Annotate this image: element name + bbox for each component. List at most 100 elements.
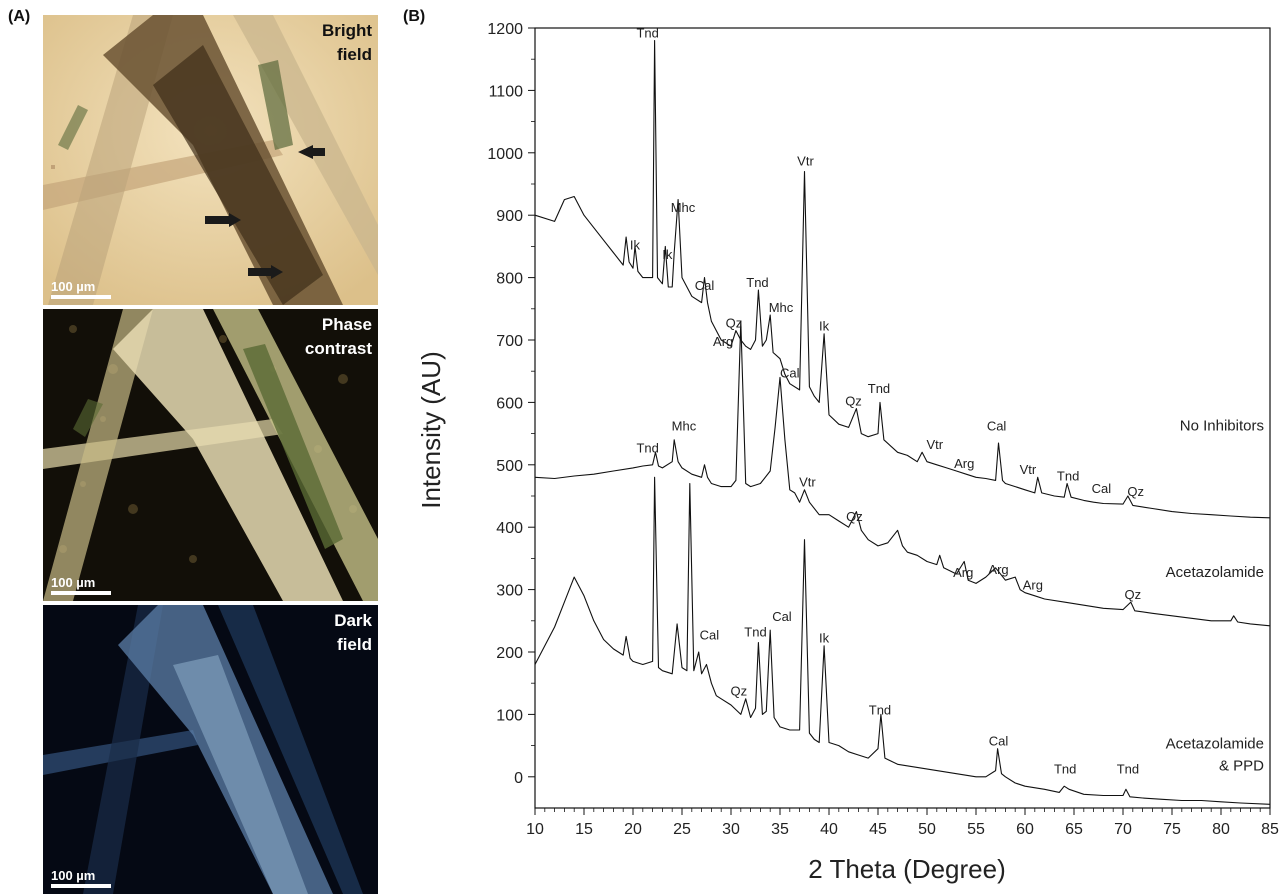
peak-label: Cal bbox=[772, 609, 792, 624]
y-tick-label: 400 bbox=[496, 520, 523, 537]
arrow-right-icon bbox=[248, 265, 283, 279]
peak-label: Cal bbox=[780, 365, 800, 380]
label-line1: Phase bbox=[321, 315, 372, 334]
scale-bar-line bbox=[51, 591, 111, 595]
x-tick-label: 70 bbox=[1114, 821, 1132, 838]
x-tick-label: 20 bbox=[624, 821, 642, 838]
series-line-1 bbox=[534, 320, 1271, 627]
peak-label: Arg bbox=[713, 334, 733, 349]
x-tick-label: 35 bbox=[771, 821, 789, 838]
peak-label: Vtr bbox=[927, 437, 944, 452]
x-axis-label: 2 Theta (Degree) bbox=[808, 854, 1006, 884]
peak-label: Arg bbox=[953, 565, 973, 580]
x-tick-label: 10 bbox=[526, 821, 544, 838]
x-tick-label: 50 bbox=[918, 821, 936, 838]
peak-label: Vtr bbox=[797, 153, 814, 168]
peak-label: Qz bbox=[731, 684, 748, 699]
scale-bar-line bbox=[51, 884, 111, 888]
x-tick-label: 15 bbox=[575, 821, 593, 838]
scale-bar: 100 µm bbox=[51, 868, 111, 888]
micrograph-phase-contrast: Phase contrast 100 µm bbox=[43, 309, 378, 601]
bright-field-label: Bright field bbox=[322, 19, 372, 67]
series-line-0 bbox=[534, 39, 1271, 519]
scale-bar: 100 µm bbox=[51, 279, 111, 299]
y-tick-label: 0 bbox=[514, 770, 523, 787]
peak-label: Tnd bbox=[868, 381, 890, 396]
micrograph-dark-field: Dark field 100 µm bbox=[43, 605, 378, 894]
x-tick-label: 45 bbox=[869, 821, 887, 838]
y-tick-label: 1200 bbox=[487, 21, 523, 38]
peak-label: Ik bbox=[662, 247, 673, 262]
peak-label: Mhc bbox=[672, 418, 697, 433]
peak-label: Qz bbox=[845, 394, 862, 409]
peak-label: Vtr bbox=[1020, 462, 1037, 477]
peak-label: Arg bbox=[1023, 578, 1043, 593]
x-tick-label: 65 bbox=[1065, 821, 1083, 838]
phase-contrast-label: Phase contrast bbox=[305, 313, 372, 361]
label-line1: Bright bbox=[321, 21, 372, 40]
y-axis-label: Intensity (AU) bbox=[420, 351, 446, 509]
peak-label: Ik bbox=[819, 319, 830, 334]
series-label: Acetazolamide bbox=[1166, 736, 1264, 753]
x-tick-label: 40 bbox=[820, 821, 838, 838]
scale-bar: 100 µm bbox=[51, 575, 111, 595]
label-line2: contrast bbox=[304, 339, 372, 358]
series-label: Acetazolamide bbox=[1166, 564, 1264, 581]
y-tick-label: 300 bbox=[496, 583, 523, 600]
dark-field-label: Dark field bbox=[334, 609, 372, 657]
y-tick-label: 200 bbox=[496, 645, 523, 662]
scale-bar-label: 100 µm bbox=[51, 279, 96, 294]
peak-label: Cal bbox=[695, 278, 715, 293]
y-tick-label: 1000 bbox=[487, 146, 523, 163]
peak-label: Mhc bbox=[769, 300, 794, 315]
series-label: & PPD bbox=[1219, 758, 1264, 775]
peak-label: Qz bbox=[1127, 484, 1144, 499]
peak-label: Cal bbox=[1092, 481, 1112, 496]
peak-label: Qz bbox=[846, 509, 863, 524]
x-tick-label: 80 bbox=[1212, 821, 1230, 838]
label-line2: field bbox=[337, 45, 372, 64]
x-tick-label: 25 bbox=[673, 821, 691, 838]
peak-label: Arg bbox=[988, 562, 1008, 577]
peak-label: Cal bbox=[700, 628, 720, 643]
y-tick-label: 600 bbox=[496, 395, 523, 412]
label-line1: Dark bbox=[334, 611, 372, 630]
peak-label: Ik bbox=[819, 631, 830, 646]
series-line-2 bbox=[534, 476, 1271, 805]
x-tick-label: 85 bbox=[1261, 821, 1279, 838]
y-tick-label: 900 bbox=[496, 208, 523, 225]
peak-label: Arg bbox=[954, 456, 974, 471]
y-tick-label: 700 bbox=[496, 333, 523, 350]
series-label: No Inhibitors bbox=[1180, 417, 1264, 434]
peak-label: Tnd bbox=[636, 440, 658, 455]
peak-label: Mhc bbox=[671, 200, 696, 215]
peak-label: Tnd bbox=[869, 702, 891, 717]
panel-a-letter: (A) bbox=[8, 8, 31, 25]
phase-contrast-image bbox=[43, 309, 378, 601]
arrow-right-icon bbox=[205, 213, 241, 227]
scale-bar-label: 100 µm bbox=[51, 868, 96, 883]
x-tick-label: 55 bbox=[967, 821, 985, 838]
plot-area: 10 15 20 25 30 35 40 45 50 55 60 65 70 75 80 85 0 100 200 3… bbox=[487, 21, 1279, 838]
peak-label: Tnd bbox=[1117, 762, 1139, 777]
panel-b-letter: (B) bbox=[403, 8, 426, 25]
dark-field-image bbox=[43, 605, 378, 894]
peak-label: Tnd bbox=[744, 624, 766, 639]
x-tick-label: 60 bbox=[1016, 821, 1034, 838]
peak-label: Qz bbox=[1124, 587, 1141, 602]
peak-label: Tnd bbox=[1054, 762, 1076, 777]
peak-label: Vtr bbox=[799, 475, 816, 490]
peak-label: Tnd bbox=[746, 275, 768, 290]
label-line2: field bbox=[337, 635, 372, 654]
bright-field-image bbox=[43, 15, 378, 305]
scale-bar-line bbox=[51, 295, 111, 299]
peak-label: Qz bbox=[726, 316, 743, 331]
y-tick-label: 100 bbox=[496, 707, 523, 724]
y-tick-label: 800 bbox=[496, 271, 523, 288]
peak-label: Ik bbox=[630, 238, 641, 253]
peak-label: Tnd bbox=[1057, 468, 1079, 483]
peak-label: Tnd bbox=[636, 25, 658, 40]
y-tick-label: 1100 bbox=[489, 83, 524, 100]
scale-bar-label: 100 µm bbox=[51, 575, 96, 590]
y-tick-label: 500 bbox=[496, 458, 523, 475]
